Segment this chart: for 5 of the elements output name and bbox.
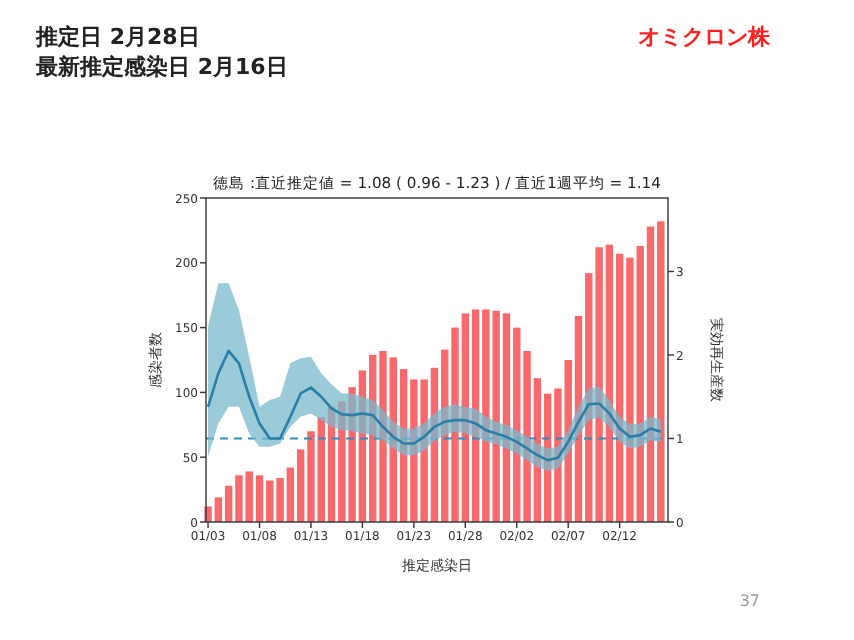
text: オミクロン株: [638, 24, 772, 50]
text: 最新推定感染日 2月16日: [34, 54, 288, 80]
text: 推定日 2月28日: [34, 24, 200, 50]
text: 37: [739, 592, 760, 610]
line-series: [206, 349, 663, 462]
